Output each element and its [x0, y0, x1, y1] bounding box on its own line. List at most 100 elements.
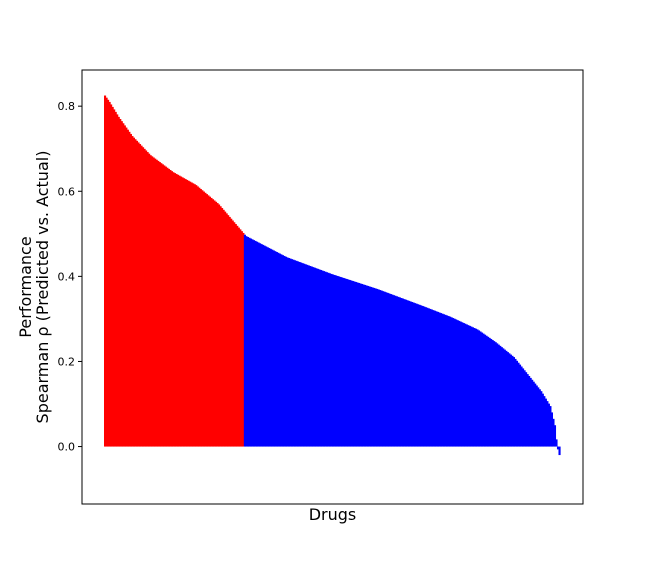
drug-bar [546, 401, 549, 447]
drug-bar [459, 321, 462, 447]
drug-bar [447, 316, 450, 447]
drug-bar [520, 366, 523, 447]
drug-bar [304, 264, 307, 447]
drug-bar [386, 292, 389, 447]
drug-bar [104, 95, 107, 447]
drug-bar [377, 289, 380, 447]
drug-bar [319, 269, 322, 447]
drug-bar [508, 353, 511, 447]
drug-bar [195, 185, 198, 447]
drug-bar [224, 211, 227, 447]
drug-bar [142, 147, 145, 447]
drug-bar [531, 379, 534, 447]
drug-bar [441, 313, 444, 447]
drug-bar [330, 273, 333, 447]
drug-bar [430, 309, 433, 447]
drug-bar [453, 318, 456, 447]
drug-bar [444, 314, 447, 447]
drug-bar [176, 174, 180, 447]
drug-bar [145, 150, 148, 447]
drug-bar [113, 109, 116, 447]
drug-bar [496, 343, 499, 447]
drug-bar [426, 307, 429, 447]
drug-bar [515, 360, 519, 447]
drug-bar [277, 252, 280, 447]
drug-bar [411, 301, 414, 447]
drug-bar [345, 278, 348, 447]
drug-bar [468, 325, 471, 447]
drug-bar [325, 272, 329, 447]
drug-bar [231, 220, 234, 447]
drug-bar [157, 160, 160, 447]
drug-bar [424, 307, 427, 447]
drug-bar [254, 240, 257, 447]
drug-bar [535, 385, 538, 447]
drug-bar [119, 119, 122, 447]
drug-bar [301, 263, 304, 447]
drug-bar [491, 340, 494, 447]
drug-bar [395, 296, 398, 447]
drug-bar [263, 245, 266, 447]
drug-bar [553, 425, 557, 447]
drug-bar [353, 281, 356, 447]
drug-bar [318, 269, 321, 447]
drug-bar [310, 266, 313, 447]
drug-bar [556, 446, 560, 450]
drug-bar [370, 286, 373, 447]
drug-bar [549, 406, 552, 447]
drug-bar [394, 295, 397, 447]
drug-bar [135, 140, 139, 447]
plot-frame [81, 69, 584, 505]
drug-bar [128, 131, 131, 447]
drug-bar [449, 316, 452, 447]
drug-bar [300, 262, 303, 447]
drug-bar [234, 224, 237, 447]
drug-bar [146, 152, 149, 447]
y-axis-label-line2: Spearman ρ (Predicted vs. Actual) [33, 151, 52, 424]
drug-bar [485, 335, 488, 447]
drug-bar [514, 358, 517, 447]
drug-bar [482, 333, 485, 447]
drug-bar [237, 227, 240, 447]
drug-bar [479, 331, 482, 447]
drug-bar [400, 298, 403, 447]
drug-bar [362, 284, 365, 447]
drug-bar [415, 303, 418, 447]
drug-bar [110, 104, 113, 447]
drug-bar [525, 372, 528, 447]
drug-bar [178, 175, 181, 447]
drug-bar [385, 292, 388, 447]
drug-bar [423, 306, 426, 447]
drug-bar [137, 142, 140, 447]
drug-bar [105, 97, 108, 447]
drug-bar [398, 297, 401, 447]
drug-bar [204, 192, 207, 447]
drug-bar [190, 182, 193, 447]
drug-bar [251, 239, 254, 447]
drug-bar [409, 301, 412, 447]
drug-bar [368, 286, 371, 447]
drug-bar [180, 176, 183, 447]
drug-bar [193, 184, 196, 447]
drug-bar [476, 329, 479, 447]
drug-bar [152, 157, 155, 447]
drug-bar [186, 179, 189, 447]
y-tick-label: 0.4 [58, 270, 76, 283]
drug-bar [518, 364, 522, 447]
drug-bar [242, 232, 245, 447]
drug-bar [131, 136, 134, 447]
drug-bar [488, 337, 491, 447]
drug-bar [439, 313, 443, 447]
drug-bar [348, 279, 351, 447]
drug-bar [265, 246, 268, 447]
drug-bar [289, 258, 292, 447]
drug-bar [295, 260, 298, 447]
drug-bar [275, 251, 278, 447]
drug-bar [522, 368, 525, 447]
drug-bar [354, 281, 357, 447]
bars-group [104, 95, 561, 456]
drug-bar [201, 190, 204, 447]
drug-bar [436, 311, 439, 447]
drug-bar [494, 342, 497, 447]
